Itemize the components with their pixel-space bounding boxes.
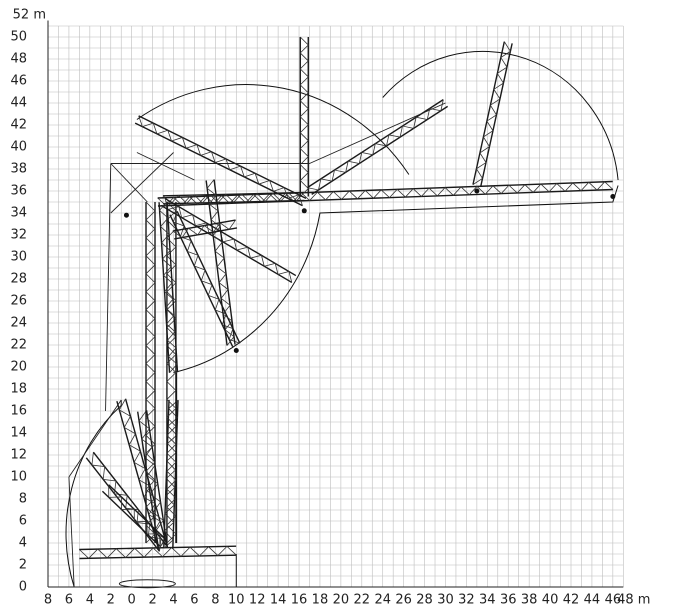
rope [137,153,195,181]
x-tick-label: 12 [249,593,266,608]
y-tick-label: 48 [10,52,27,67]
crane-drawing [66,37,618,588]
x-tick-label: 2 [148,593,156,608]
y-tick-label: 34 [10,206,27,221]
boom [300,37,308,197]
y-tick-label: 8 [19,492,27,507]
x-tick-label: 42 [563,593,580,608]
x-tick-label: 10 [228,593,245,608]
y-tick-label: 10 [10,470,27,485]
hook [302,208,307,213]
y-tick-label: 36 [10,184,27,199]
y-tick-label: 38 [10,162,27,177]
x-tick-label: 36 [500,593,517,608]
y-tick-label: 6 [19,514,27,529]
x-tick-label: 8 [44,593,52,608]
y-tick-label: 16 [10,404,27,419]
x-tick-label: 0 [128,593,136,608]
y-tick-label: 24 [10,316,27,331]
x-tick-label: 22 [354,593,371,608]
y-tick-label: 22 [10,338,27,353]
boom-chord [158,189,613,206]
hook [234,348,239,353]
boom-chord [139,116,306,199]
boom-lacing [300,37,308,197]
y-tick-label: 2 [19,558,27,573]
y-tick-label: 46 [10,74,27,89]
boom-chord [206,181,227,346]
y-tick-label: 40 [10,140,27,155]
y-tick-label: 28 [10,272,27,287]
x-tick-label: 8 [211,593,219,608]
x-tick-label: 40 [542,593,559,608]
x-tick-label: 30 [437,593,454,608]
rope [106,164,111,412]
x-tick-label: 16 [291,593,308,608]
x-tick-label: 18 [312,593,329,608]
x-tick-label: 4 [169,593,177,608]
y-tick-label: 32 [10,228,27,243]
y-tick-label: 18 [10,382,27,397]
x-tick-label: 2 [107,593,115,608]
y-tick-label: 12 [10,448,27,463]
x-tick-label: 28 [416,593,433,608]
x-tick-label: 44 [584,593,601,608]
boom [161,199,296,283]
boom [135,116,306,206]
y-tick-label: 30 [10,250,27,265]
hook [474,189,479,194]
y-tick-label: 4 [19,536,27,551]
x-tick-label: 14 [270,593,287,608]
x-tick-label: 38 [521,593,538,608]
y-tick-label: 26 [10,294,27,309]
range-envelope [137,51,618,180]
grid [48,21,623,588]
x-tick-label: 24 [374,593,391,608]
hook [610,194,615,199]
hook [124,213,129,218]
y-tick-label: 0 [19,580,27,595]
x-tick-label: 34 [479,593,496,608]
x-tick-label: 6 [65,593,73,608]
y-tick-label: 14 [10,426,27,441]
working-range-diagram: 8642024681012141618202224262830323436384… [0,0,684,612]
boom-chord [473,42,504,185]
boom-chord [135,123,302,206]
y-tick-label: 52 m [13,8,46,23]
y-tick-label: 50 [10,30,27,45]
y-tick-label: 44 [10,96,27,111]
boom-chord [79,555,236,558]
x-tick-label: 32 [458,593,475,608]
x-tick-label: 6 [190,593,198,608]
boom-lacing [473,42,510,185]
x-tick-label: 4 [86,593,94,608]
y-tick-label: 42 [10,118,27,133]
x-tick-label: 26 [395,593,412,608]
boom-chord [161,205,292,282]
x-tick-label: 48 m [617,593,650,608]
y-tick-label: 20 [10,360,27,375]
rope [310,103,446,164]
x-tick-label: 20 [333,593,350,608]
